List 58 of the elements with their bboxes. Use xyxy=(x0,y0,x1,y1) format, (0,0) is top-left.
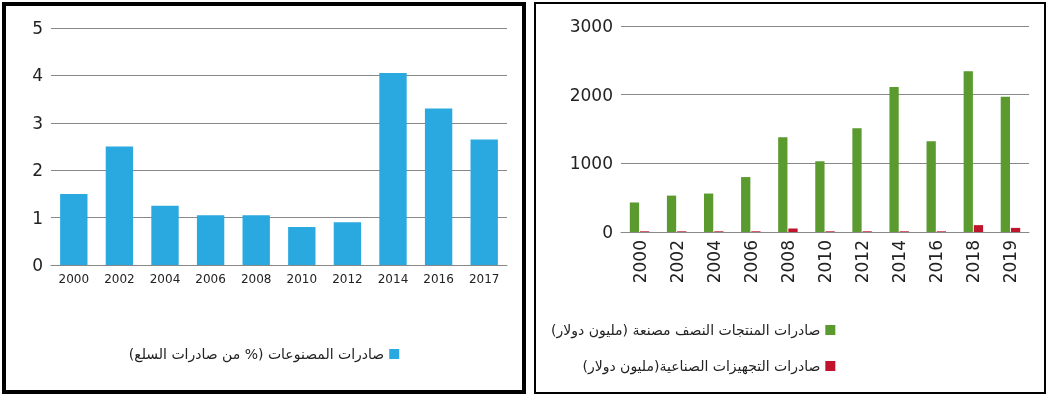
bar xyxy=(741,177,751,232)
y-tick-label: 3 xyxy=(32,112,43,133)
y-tick-label: 2 xyxy=(32,160,43,181)
bar xyxy=(1010,227,1021,232)
y-tick-label: 0 xyxy=(32,255,43,275)
x-tick-label: 2002 xyxy=(666,240,687,284)
bar xyxy=(778,137,788,232)
bar xyxy=(815,161,825,232)
bar xyxy=(703,193,714,232)
x-tick-label: 2000 xyxy=(629,240,650,284)
bar xyxy=(666,195,677,232)
legend-label: صادرات المصنوعات (% من صادرات السلع) xyxy=(128,346,385,363)
x-tick-label: 2014 xyxy=(377,272,409,286)
y-tick-label: 1000 xyxy=(569,153,613,174)
legend-label: صادرات المنتجات النصف مصنعة (مليون دولار) xyxy=(550,322,821,339)
bar xyxy=(151,205,179,265)
bar xyxy=(105,146,134,265)
bar xyxy=(629,202,640,232)
bar xyxy=(926,141,936,232)
bar xyxy=(1000,96,1010,232)
bar xyxy=(333,222,362,265)
bar xyxy=(889,87,899,232)
x-tick-label: 2006 xyxy=(740,240,761,284)
x-tick-label: 2008 xyxy=(240,272,272,286)
bar xyxy=(470,139,498,265)
x-tick-label: 2014 xyxy=(889,240,910,284)
x-tick-label: 2012 xyxy=(852,240,873,284)
bar xyxy=(852,128,862,232)
bar xyxy=(288,227,316,265)
bar xyxy=(424,108,453,265)
x-tick-label: 2019 xyxy=(1000,240,1021,284)
y-tick-label: 2000 xyxy=(569,84,613,105)
legend-label: صادرات التجهيزات الصناعية(مليون دولار) xyxy=(582,358,821,375)
x-tick-label: 2000 xyxy=(58,272,90,286)
bar xyxy=(788,228,798,232)
x-tick-label: 2016 xyxy=(926,240,947,284)
y-tick-label: 3000 xyxy=(569,16,613,36)
x-tick-label: 2016 xyxy=(423,272,454,286)
x-tick-label: 2010 xyxy=(286,272,318,286)
x-tick-label: 2018 xyxy=(963,240,984,284)
x-tick-label: 2002 xyxy=(104,272,135,286)
x-tick-label: 2004 xyxy=(703,240,724,284)
x-tick-label: 2012 xyxy=(332,272,363,286)
y-tick-label: 4 xyxy=(32,65,43,86)
x-tick-label: 2004 xyxy=(149,272,181,286)
bar xyxy=(379,73,407,265)
x-tick-label: 2010 xyxy=(815,240,835,284)
x-tick-label: 2017 xyxy=(468,272,500,286)
bar xyxy=(963,71,973,232)
bar xyxy=(60,193,88,265)
x-tick-label: 2008 xyxy=(777,240,798,284)
x-tick-label: 2006 xyxy=(195,272,226,286)
bar xyxy=(242,215,270,265)
y-tick-label: 5 xyxy=(32,18,43,38)
bar xyxy=(973,225,984,232)
y-tick-label: 0 xyxy=(602,222,613,242)
bar xyxy=(196,215,225,265)
y-tick-label: 1 xyxy=(32,207,43,228)
